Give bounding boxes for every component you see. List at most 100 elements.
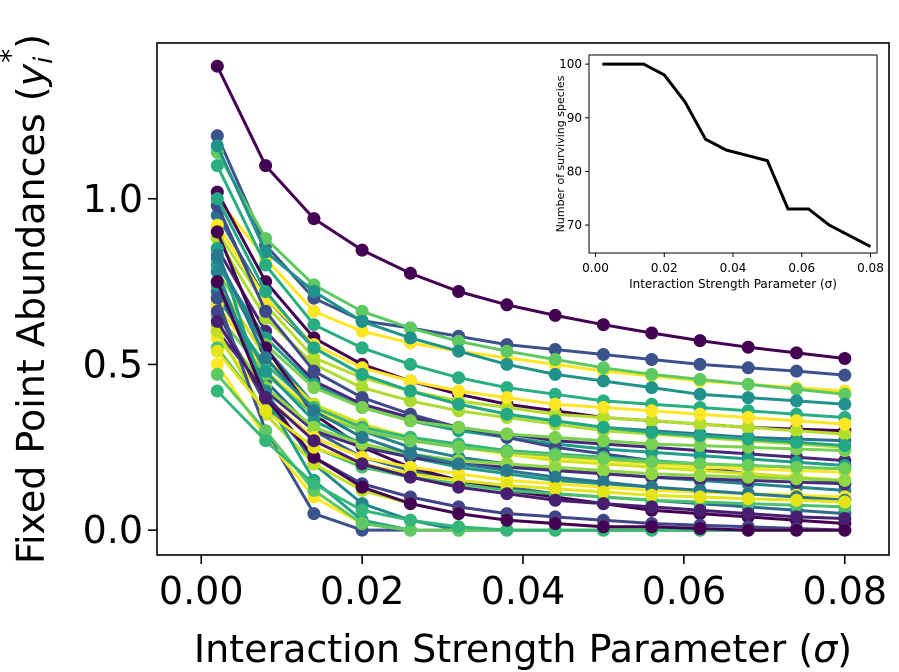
main-y-tick-label: 1.0: [83, 177, 143, 221]
species-point: [355, 517, 369, 530]
inset-y-tick-label: 70: [567, 218, 582, 232]
species-line: [215, 254, 845, 502]
species-point: [838, 512, 852, 525]
species-point: [645, 326, 659, 340]
species-line: [215, 135, 845, 377]
species-point: [452, 507, 466, 521]
species-point: [548, 449, 562, 463]
species-point: [838, 523, 852, 537]
species-point: [355, 401, 369, 414]
species-point: [500, 391, 514, 405]
species-point: [838, 495, 852, 509]
species-point: [645, 437, 659, 451]
species-point: [452, 285, 466, 298]
species-point: [210, 357, 224, 371]
species-line: [215, 151, 845, 396]
species-point: [693, 503, 707, 517]
inset-y-axis-label: Number of surviving species: [554, 75, 567, 232]
species-point: [838, 427, 852, 441]
species-point: [210, 129, 224, 143]
species-series-36: [210, 275, 852, 537]
main-axes: 0.00 0.02 0.04 0.06 0.08 0.0 0.5 1.0 Interacti…: [0, 34, 890, 671]
species-point: [452, 440, 466, 454]
inset-x-tick-label: 0.04: [720, 261, 747, 275]
species-point: [403, 447, 417, 461]
species-point: [307, 381, 321, 395]
species-point: [307, 507, 321, 521]
species-point: [741, 507, 755, 521]
inset-x-tick-label: 0.08: [857, 261, 884, 275]
main-y-tick-label: 0.0: [83, 508, 143, 552]
species-point: [403, 374, 417, 388]
species-point: [548, 460, 562, 474]
species-point: [307, 477, 321, 491]
inset-axes: 0.00 0.02 0.04 0.06 0.08 70 80 90 100 Interacti…: [554, 54, 884, 291]
species-series-22: [210, 308, 852, 476]
species-point: [548, 517, 562, 530]
main-x-tick: 0.06: [642, 555, 726, 613]
species-point: [693, 372, 707, 386]
species-point: [259, 364, 273, 378]
species-point: [210, 384, 224, 398]
species-point: [210, 275, 224, 289]
species-line: [216, 350, 845, 504]
main-y-tick: 1.0: [83, 177, 157, 221]
species-line: [215, 290, 845, 516]
species-point: [355, 430, 369, 444]
species-series-5: [210, 139, 852, 411]
species-point: [210, 192, 224, 206]
species-point: [452, 520, 466, 534]
inset-x-tick: 0.00: [582, 253, 609, 275]
species-point: [596, 485, 610, 499]
species-point: [452, 457, 466, 471]
species-point: [452, 397, 466, 411]
species-point: [355, 243, 369, 257]
species-point: [403, 414, 417, 428]
species-point: [741, 411, 755, 424]
species-point: [838, 397, 852, 411]
species-point: [307, 285, 321, 298]
species-point: [355, 391, 369, 405]
species-line: [216, 270, 845, 453]
species-point: [596, 411, 610, 424]
species-point: [790, 424, 803, 438]
species-line: [216, 323, 845, 482]
species-point: [355, 503, 369, 517]
species-point: [693, 357, 707, 371]
main-x-axis-label: Interaction Strength Parameter (σ): [194, 627, 852, 671]
species-point: [790, 510, 803, 524]
species-point: [741, 459, 755, 472]
species-point: [741, 340, 755, 354]
species-point: [741, 420, 755, 434]
species-point: [210, 291, 224, 305]
inset-x-tick-label: 0.02: [651, 261, 678, 275]
species-point: [403, 357, 417, 371]
inset-x-tick: 0.06: [788, 253, 815, 275]
species-line: [215, 231, 845, 525]
species-point: [645, 488, 659, 502]
species-point: [741, 391, 755, 405]
species-point: [838, 473, 852, 487]
species-point: [790, 346, 803, 360]
species-point: [259, 285, 273, 298]
species-point: [838, 439, 852, 453]
species-point: [693, 334, 707, 348]
species-point: [645, 520, 659, 534]
species-point: [500, 464, 514, 477]
species-point: [645, 467, 659, 481]
species-point: [403, 523, 417, 537]
species-point: [548, 493, 562, 507]
species-point: [500, 357, 514, 371]
species-point: [500, 381, 514, 395]
species-point: [307, 420, 321, 434]
species-point: [403, 434, 417, 448]
inset-x-axis-label: Interaction Strength Parameter (σ): [629, 277, 837, 291]
inset-y-tick: 100: [559, 57, 589, 71]
species-point: [452, 344, 466, 358]
main-x-tick-label: 0.08: [802, 569, 887, 613]
species-point: [403, 384, 417, 398]
species-point: [452, 384, 466, 398]
species-point: [307, 318, 321, 332]
species-point: [500, 344, 514, 358]
species-point: [403, 321, 417, 335]
